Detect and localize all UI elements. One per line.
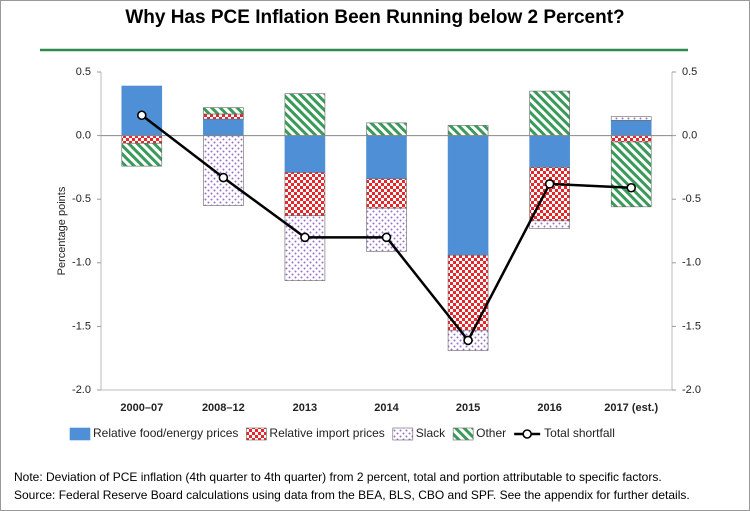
y2-tick-label: -2.0	[682, 384, 701, 396]
bar-segment	[203, 118, 244, 136]
x-tick-label: 2013	[293, 402, 317, 414]
bar-segment	[366, 178, 407, 209]
y2-tick-label: -1.0	[682, 257, 701, 269]
note: Source: Federal Reserve Board calculatio…	[14, 488, 690, 502]
note: Note: Deviation of PCE inflation (4th qu…	[14, 470, 662, 484]
x-tick-label: 2016	[537, 402, 561, 414]
legend-label: Relative food/energy prices	[93, 426, 238, 440]
bar-segment	[284, 135, 326, 173]
y-tick-label: -2.0	[72, 384, 91, 396]
y2-tick-label: -0.5	[682, 193, 701, 205]
y-tick-label: 0.5	[76, 66, 91, 78]
legend-swatch	[69, 427, 91, 441]
legend-label: Relative import prices	[269, 426, 384, 440]
legend-swatch	[522, 429, 532, 439]
y-tick-label: -1.0	[72, 257, 91, 269]
bar-segment	[284, 172, 326, 217]
bar-segment	[366, 207, 407, 252]
y2-tick-label: 0.0	[682, 130, 697, 142]
bar-segment	[203, 107, 244, 115]
point	[300, 232, 310, 243]
point	[626, 182, 637, 193]
x-tick-label: 2015	[456, 402, 480, 414]
y-axis-label: Percentage points	[56, 186, 68, 275]
bar-segment	[284, 93, 326, 136]
bar-segment	[610, 120, 652, 136]
bar-segment	[610, 116, 652, 121]
bar-segment	[529, 90, 570, 136]
x-tick-label: 2017 (est.)	[604, 402, 658, 414]
x-tick-label: 2014	[374, 402, 399, 414]
bar-segment	[366, 122, 407, 136]
legend-label: Slack	[416, 426, 446, 440]
bar-segment	[447, 254, 489, 331]
bar-segment	[447, 135, 489, 256]
bar-segment	[610, 135, 652, 143]
legend-swatch	[392, 427, 414, 441]
x-tick-label: 2008–12	[202, 402, 245, 414]
legend-swatch	[452, 427, 474, 441]
y-tick-label: 0.0	[76, 130, 91, 142]
bar-segment	[610, 141, 652, 208]
x-tick-label: 2000–07	[120, 402, 163, 414]
bar-segment	[529, 135, 570, 168]
y2-tick-label: 0.5	[682, 66, 697, 78]
point	[136, 110, 147, 121]
bar-segment	[366, 135, 407, 180]
y2-tick-label: -1.5	[682, 320, 701, 332]
legend-label: Other	[476, 426, 506, 440]
bar-segment	[447, 125, 489, 136]
chart-title: Why Has PCE Inflation Been Running below…	[125, 7, 624, 28]
point	[381, 232, 392, 243]
bar-segment	[203, 135, 244, 206]
legend-swatch	[246, 427, 267, 441]
point	[463, 335, 473, 346]
y-tick-label: -1.5	[72, 320, 91, 332]
legend-label: Total shortfall	[544, 426, 615, 440]
bar-segment	[529, 220, 570, 229]
point	[218, 172, 229, 183]
point	[544, 179, 555, 189]
bar-segment	[121, 142, 163, 167]
y-tick-label: -0.5	[72, 193, 91, 205]
bar-segment	[203, 113, 244, 120]
bar-segment	[121, 135, 163, 144]
bar-segment	[284, 215, 326, 281]
